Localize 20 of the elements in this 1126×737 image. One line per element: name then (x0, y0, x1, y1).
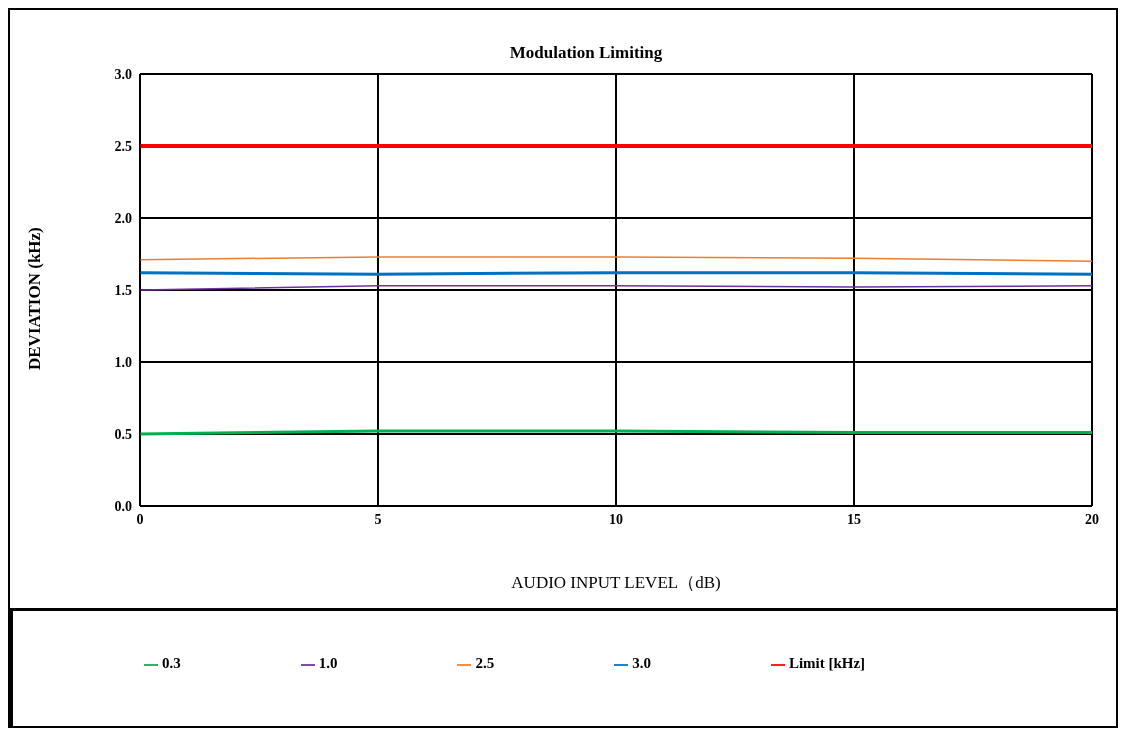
legend-label: 1.0 (318, 655, 338, 671)
x-tick-label: 20 (1085, 511, 1099, 527)
y-tick-label: 0.0 (114, 498, 132, 514)
y-tick-label: 0.5 (114, 426, 132, 442)
x-tick-label: 15 (847, 511, 861, 527)
x-tick-label: 0 (136, 511, 144, 527)
y-tick-label: 1.0 (114, 354, 132, 370)
y-tick-label: 3.0 (114, 66, 132, 82)
chart-title: Modulation Limiting (509, 43, 663, 62)
x-tick-label: 5 (374, 511, 382, 527)
y-tick-label: 2.5 (114, 138, 132, 154)
x-tick-label: 10 (609, 511, 623, 527)
legend-label: Limit [kHz] (788, 655, 866, 671)
x-axis-title: AUDIO INPUT LEVEL（dB) (511, 573, 721, 592)
y-tick-label: 1.5 (114, 282, 132, 298)
legend-label: 3.0 (632, 655, 651, 671)
y-axis-title: DEVIATION (kHz) (25, 227, 45, 370)
y-tick-label: 2.0 (114, 210, 132, 226)
legend-label: 2.5 (475, 655, 495, 671)
legend-label: 0.3 (161, 655, 181, 671)
